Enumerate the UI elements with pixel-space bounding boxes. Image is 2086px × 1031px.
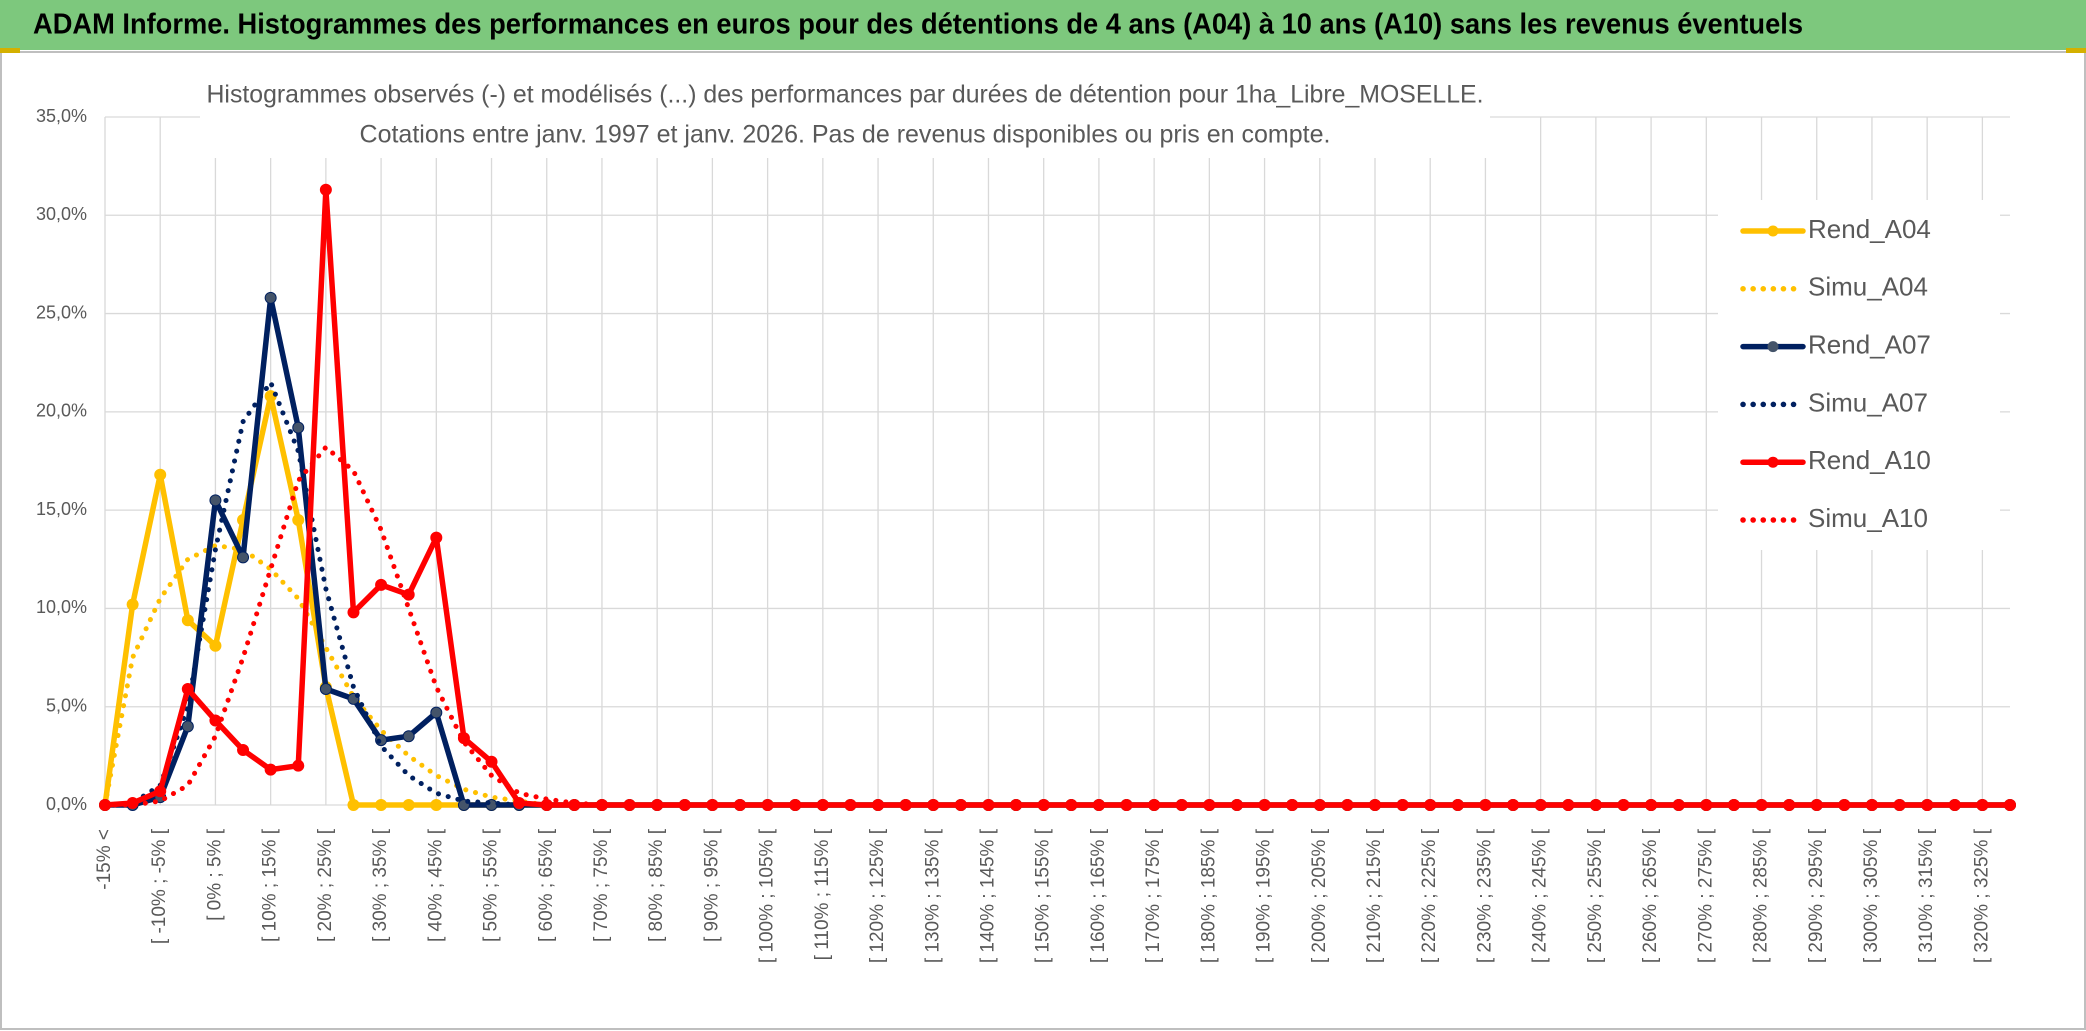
x-tick-label: [ -10% ; -5% [ [149, 828, 170, 944]
point [237, 551, 250, 564]
x-tick-label: [ 110% ; 115% [ [812, 828, 833, 960]
x-tick-label: [ 60% ; 65% [ [536, 828, 557, 942]
x-tick-label: [ 220% ; 225% [ [1419, 828, 1440, 963]
point [292, 513, 305, 526]
point [237, 743, 250, 756]
point [375, 578, 388, 591]
y-tick-label: 15,0% [36, 499, 87, 519]
frame [0, 51, 2086, 1030]
point [181, 720, 194, 733]
point [181, 614, 194, 627]
x-tick-label: [ 20% ; 25% [ [315, 828, 336, 942]
point [347, 606, 360, 619]
point [430, 706, 443, 719]
x-tick-label: [ 290% ; 295% [ [1806, 828, 1827, 963]
x-tick-label: [ 270% ; 275% [ [1695, 828, 1716, 963]
legend-marker [1767, 456, 1779, 468]
legend-label: Simu_A07 [1808, 387, 1928, 417]
corner [0, 48, 20, 53]
point [209, 494, 222, 507]
point [430, 531, 443, 544]
corner [2066, 48, 2086, 53]
chart-title: Histogrammes observés (-) et modélisés (… [207, 81, 1484, 109]
series-line [102, 543, 2013, 808]
x-tick-label: [ 300% ; 305% [ [1861, 828, 1882, 963]
point [126, 598, 139, 611]
y-tick-label: 30,0% [36, 204, 87, 224]
y-tick-label: 10,0% [36, 597, 87, 617]
x-tick-label: [ 180% ; 185% [ [1198, 828, 1219, 963]
point [430, 799, 443, 811]
legend-marker [1767, 341, 1779, 353]
x-tick-label: [ 40% ; 45% [ [425, 828, 446, 942]
x-tick-label: [ 170% ; 175% [ [1143, 828, 1164, 963]
chart-subtitle: Cotations entre janv. 1997 et janv. 2026… [360, 121, 1331, 149]
header-bar [0, 0, 2086, 50]
legend-label: Rend_A04 [1808, 214, 1931, 244]
point [292, 421, 305, 434]
legend-label: Rend_A07 [1808, 329, 1931, 359]
point [154, 785, 167, 798]
point [375, 799, 388, 811]
x-tick-label: -15% < [94, 829, 115, 890]
x-tick-label: [ 160% ; 165% [ [1088, 828, 1109, 963]
x-tick-label: [ 230% ; 235% [ [1474, 828, 1495, 963]
point [319, 683, 332, 696]
point [513, 797, 526, 810]
y-tick-label: 20,0% [36, 401, 87, 421]
point [485, 755, 498, 768]
point [292, 759, 305, 772]
legend-background [1718, 200, 2000, 550]
series-line [102, 186, 2013, 808]
point [209, 639, 222, 652]
y-tick-label: 0,0% [46, 794, 87, 814]
point [264, 763, 277, 776]
x-tick-label: [ 150% ; 155% [ [1033, 828, 1054, 963]
x-tick-label: [ 280% ; 285% [ [1751, 828, 1772, 963]
point [154, 468, 167, 481]
y-tick-label: 5,0% [46, 695, 87, 715]
x-tick-label: [ 310% ; 315% [ [1916, 828, 1937, 963]
x-tick-label: [ 260% ; 265% [ [1640, 828, 1661, 963]
point [264, 291, 277, 304]
header-title: ADAM Informe. Histogrammes des performan… [33, 9, 1803, 41]
x-tick-label: [ 70% ; 75% [ [591, 828, 612, 942]
x-tick-label: [ 240% ; 245% [ [1530, 828, 1551, 963]
legend-label: Simu_A10 [1808, 503, 1928, 533]
x-tick-label: [ 120% ; 125% [ [867, 828, 888, 963]
title-background [200, 78, 1490, 158]
x-tick-label: [ 100% ; 105% [ [757, 828, 778, 963]
x-tick-label: [ 80% ; 85% [ [646, 828, 667, 942]
point [181, 683, 194, 696]
point [347, 799, 360, 811]
x-tick-label: [ 200% ; 205% [ [1309, 828, 1330, 963]
x-tick-label: [ 140% ; 145% [ [977, 828, 998, 963]
x-tick-label: [ 10% ; 15% [ [260, 828, 281, 942]
y-tick-label: 35,0% [36, 106, 87, 126]
point [402, 799, 415, 811]
x-tick-label: [ 0% ; 5% [ [204, 828, 225, 921]
x-tick-label: [ 320% ; 325% [ [1971, 828, 1992, 963]
legend-marker [1767, 225, 1779, 237]
point [319, 183, 332, 196]
x-tick-label: [ 50% ; 55% [ [481, 828, 502, 942]
x-tick-label: [ 190% ; 195% [ [1254, 828, 1275, 963]
x-tick-label: [ 90% ; 95% [ [701, 828, 722, 942]
series-line [102, 379, 2013, 808]
legend-label: Simu_A04 [1808, 272, 1928, 302]
point [402, 730, 415, 743]
x-tick-label: [ 30% ; 35% [ [370, 828, 391, 942]
legend-label: Rend_A10 [1808, 445, 1931, 475]
x-tick-label: [ 250% ; 255% [ [1585, 828, 1606, 963]
x-tick-label: [ 130% ; 135% [ [922, 828, 943, 963]
x-tick-label: [ 210% ; 215% [ [1364, 828, 1385, 963]
y-tick-label: 25,0% [36, 302, 87, 322]
